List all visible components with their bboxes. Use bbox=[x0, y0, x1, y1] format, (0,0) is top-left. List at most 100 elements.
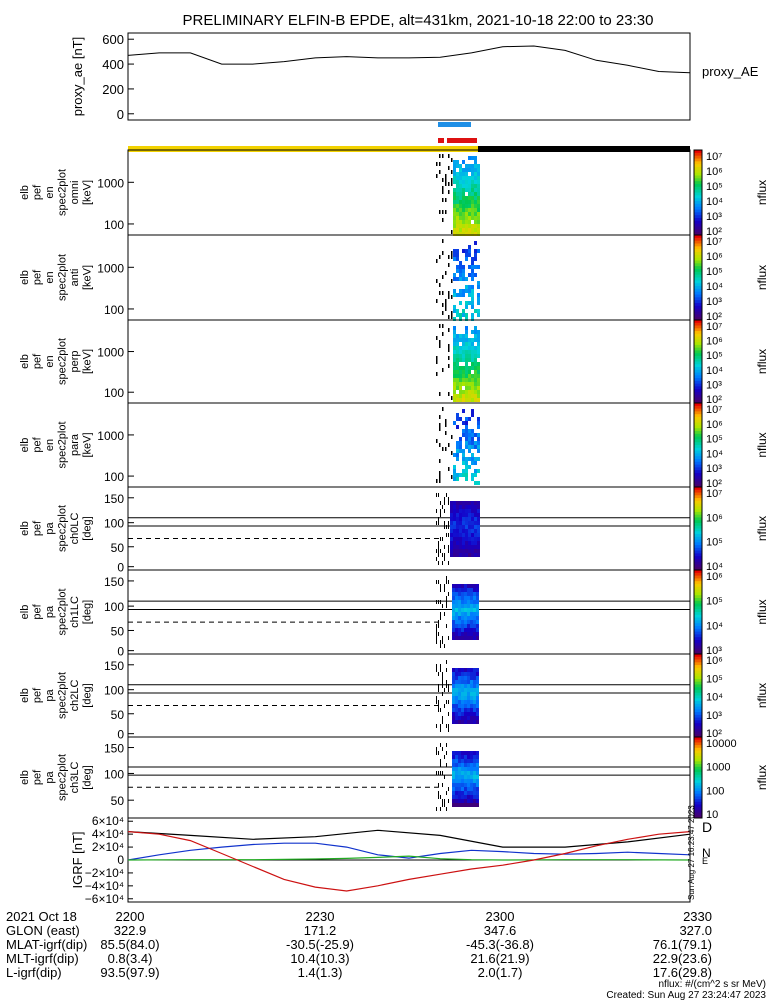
colorbar-segment bbox=[694, 419, 702, 424]
pitch-cell bbox=[470, 584, 473, 588]
pitch-cell bbox=[455, 783, 458, 787]
spectrogram-cell bbox=[459, 374, 462, 378]
spectrogram-cell bbox=[448, 263, 450, 267]
pitch-cell bbox=[476, 755, 479, 759]
pitch-cell bbox=[470, 684, 473, 688]
spectrogram-cell bbox=[462, 269, 465, 273]
spectrogram-cell bbox=[465, 228, 468, 232]
footer-value: 2.0(1.7) bbox=[478, 965, 523, 980]
y-tick-label: 1000 bbox=[97, 176, 124, 190]
spectrogram-cell bbox=[477, 378, 480, 382]
y-axis-label-line: [keV] bbox=[82, 349, 94, 374]
y-axis-label-line: ch3LC bbox=[69, 762, 81, 794]
pitch-cell bbox=[464, 751, 467, 755]
panel-frame bbox=[127, 653, 691, 738]
pitch-cell bbox=[455, 628, 458, 632]
colorbar-label: nflux bbox=[755, 349, 769, 374]
spectrogram-cell bbox=[468, 301, 471, 305]
igrf-bz-line bbox=[127, 829, 691, 848]
spectrogram-cell bbox=[462, 309, 465, 313]
pitch-cell bbox=[444, 553, 445, 557]
spectrogram-cell bbox=[468, 378, 471, 382]
pitch-cell bbox=[467, 684, 470, 688]
pitch-cell bbox=[458, 620, 461, 624]
spectrogram-cell bbox=[465, 257, 468, 261]
colorbar-segment bbox=[694, 189, 702, 193]
pitch-cell bbox=[436, 632, 437, 636]
pitch-cell bbox=[459, 525, 462, 529]
pitch-cell bbox=[442, 684, 443, 688]
footer-value: 322.9 bbox=[114, 923, 147, 938]
pitch-cell bbox=[468, 529, 471, 533]
pitch-cell bbox=[440, 644, 441, 648]
pitch-cell bbox=[444, 521, 445, 525]
pitch-cell bbox=[446, 660, 447, 664]
colorbar-segment bbox=[694, 525, 702, 529]
colorbar-segment bbox=[694, 492, 702, 496]
pitch-cell bbox=[455, 592, 458, 596]
colorbar-segment bbox=[694, 473, 702, 477]
spectrogram-cell bbox=[471, 228, 474, 232]
pitch-cell bbox=[446, 600, 447, 604]
pitch-cell bbox=[452, 632, 455, 636]
pitch-cell bbox=[467, 692, 470, 696]
spectrogram-cell bbox=[456, 208, 459, 212]
pitch-cell bbox=[468, 525, 471, 529]
spectrogram-cell bbox=[445, 210, 447, 214]
proxy-ae-legend: proxy_AE bbox=[702, 64, 759, 79]
colorbar-segment bbox=[694, 758, 702, 762]
pitch-cell bbox=[452, 620, 455, 624]
colorbar-segment bbox=[694, 403, 702, 407]
pitch-cell bbox=[456, 521, 459, 525]
spectrogram-cell bbox=[456, 216, 459, 220]
colorbar-segment bbox=[694, 586, 702, 591]
footer-value: 2230 bbox=[306, 909, 335, 924]
spectrogram-cell bbox=[456, 196, 459, 200]
y-axis-label-line: para bbox=[69, 433, 81, 456]
colorbar-segment bbox=[694, 215, 702, 219]
spectrogram-cell bbox=[471, 350, 474, 354]
colorbar-segment bbox=[694, 375, 702, 379]
colorbar-segment bbox=[694, 769, 702, 773]
pitch-cell bbox=[461, 704, 464, 708]
colorbar-segment bbox=[694, 514, 702, 518]
pitch-cell bbox=[448, 636, 449, 640]
pitch-cell bbox=[467, 708, 470, 712]
spectrogram-cell bbox=[465, 378, 468, 382]
pitch-cell bbox=[456, 529, 459, 533]
colorbar-segment bbox=[694, 311, 702, 315]
spectrogram-cell bbox=[468, 180, 471, 184]
pitch-cell bbox=[448, 724, 449, 728]
pitch-cell bbox=[452, 755, 455, 759]
pitch-cell bbox=[476, 787, 479, 791]
colorbar-segment bbox=[694, 442, 702, 446]
y-axis-label-line: spec2plot bbox=[57, 338, 69, 385]
y-tick-label: −4×10⁴ bbox=[85, 879, 124, 893]
spectrogram-cell bbox=[477, 398, 480, 402]
spectrogram-cell bbox=[477, 417, 480, 421]
spectrogram-cell bbox=[474, 265, 477, 269]
colorbar-segment bbox=[694, 422, 702, 426]
colorbar-segment bbox=[694, 612, 702, 616]
pitch-cell bbox=[464, 632, 467, 636]
pitch-cell bbox=[461, 588, 464, 592]
pitch-cell bbox=[474, 505, 477, 509]
pitch-cell bbox=[442, 803, 443, 807]
pitch-cell bbox=[458, 684, 461, 688]
pitch-cell bbox=[458, 624, 461, 628]
spectrogram-cell bbox=[453, 309, 456, 313]
spectrogram-cell bbox=[471, 192, 474, 196]
pitch-cell bbox=[464, 803, 467, 807]
pitch-cell bbox=[455, 696, 458, 700]
spectrogram-cell bbox=[453, 249, 456, 253]
colorbar-segment bbox=[694, 766, 702, 770]
spectrogram-cell bbox=[468, 350, 471, 354]
pitch-cell bbox=[440, 549, 441, 553]
spectrogram-cell bbox=[456, 425, 459, 429]
y-tick-label: 50 bbox=[111, 541, 125, 555]
spectrogram-cell bbox=[465, 457, 468, 461]
spectrogram-cell bbox=[477, 216, 480, 220]
spectrogram-cell bbox=[471, 342, 474, 346]
colorbar-segment bbox=[694, 169, 702, 174]
